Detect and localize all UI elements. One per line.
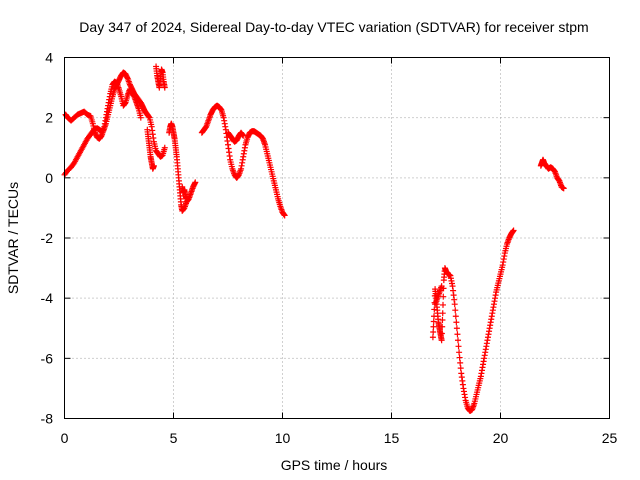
data-point [455,343,462,350]
y-tick-label: -4 [41,290,54,306]
data-point [240,132,247,139]
data-point [429,334,436,341]
data-point [560,185,567,192]
data-point [137,114,144,121]
x-tick-label: 25 [602,430,618,446]
data-points [61,63,567,414]
data-point [438,330,445,337]
data-point [456,354,463,361]
data-point [456,349,463,356]
data-point [510,227,517,234]
x-tick-label: 20 [493,430,509,446]
data-point [439,310,446,317]
y-tick-label: 0 [45,170,53,186]
data-point [453,319,460,326]
data-point [430,323,437,330]
chart-title: Day 347 of 2024, Sidereal Day-to-day VTE… [79,19,588,35]
data-point [457,365,464,372]
plot-frame [64,57,610,419]
data-point [192,179,199,186]
data-point [451,301,458,308]
x-tick-label: 15 [384,430,400,446]
data-point [454,331,461,338]
data-point [430,329,437,336]
data-point [453,325,460,332]
data-point [454,337,461,344]
x-tick-label: 5 [170,430,178,446]
y-axis-label: SDTVAR / TECUs [5,182,21,294]
x-tick-label: 10 [275,430,291,446]
y-tick-label: -6 [41,350,54,366]
data-point [161,84,168,91]
grid [64,57,610,419]
data-point [438,283,445,290]
x-tick-label: 0 [61,430,69,446]
data-point [439,323,446,330]
data-point [430,318,437,325]
x-axis-label: GPS time / hours [281,457,388,473]
y-tick-label: -8 [41,411,54,427]
data-point [440,301,447,308]
data-point [440,293,447,300]
data-point [161,144,168,151]
data-point [281,212,288,219]
data-point [438,337,445,344]
data-point [452,307,459,314]
data-point [150,162,157,169]
data-point [183,195,190,202]
y-tick-label: 4 [45,50,53,66]
data-point [457,359,464,366]
y-tick-label: -2 [41,230,54,246]
data-point [439,316,446,323]
y-tick-label: 2 [45,110,53,126]
data-point [452,313,459,320]
